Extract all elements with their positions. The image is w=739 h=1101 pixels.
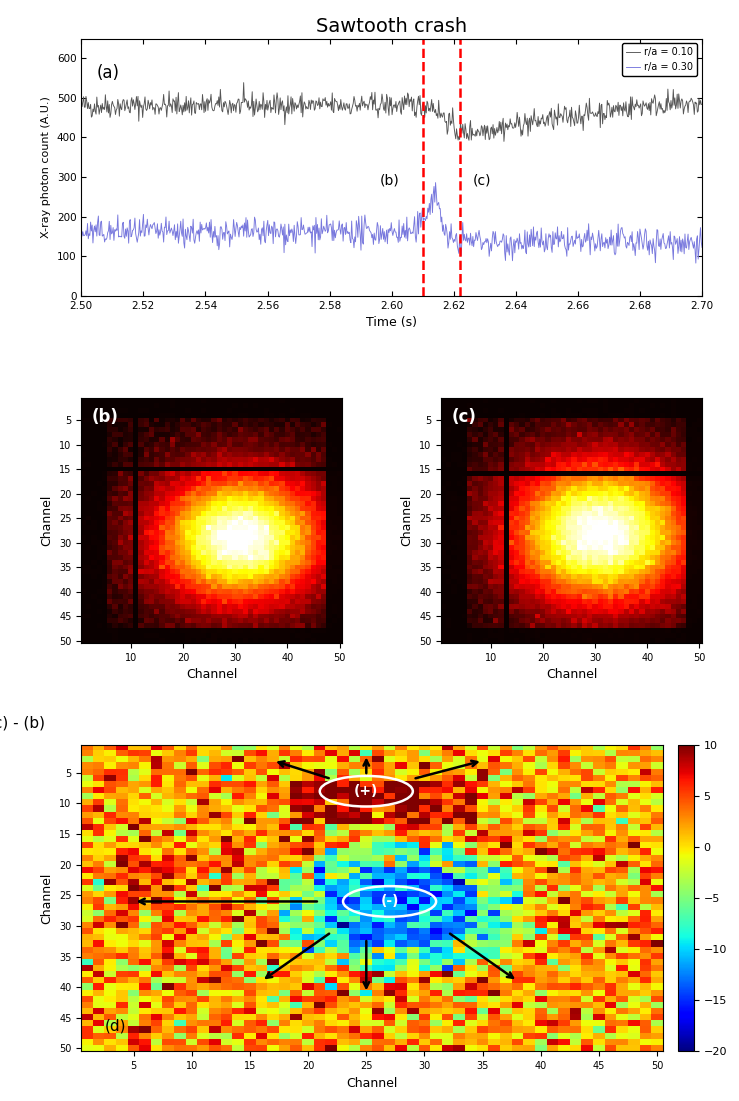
r/a = 0.10 [473, 122, 482, 135]
Text: (c): (c) [472, 174, 491, 188]
r/a = 0.10 [500, 134, 508, 148]
Legend: r/a = 0.10, r/a = 0.30: r/a = 0.10, r/a = 0.30 [622, 43, 697, 76]
X-axis label: Channel: Channel [186, 668, 237, 682]
r/a = 0.30 [692, 257, 701, 270]
r/a = 0.10 [698, 98, 706, 111]
r/a = 0.30 [612, 227, 621, 240]
Title: Sawtooth crash: Sawtooth crash [316, 17, 467, 35]
r/a = 0.30 [454, 247, 463, 260]
Text: (b): (b) [379, 174, 399, 188]
Y-axis label: Channel: Channel [401, 494, 413, 546]
Text: (-): (-) [381, 894, 399, 908]
r/a = 0.10 [239, 76, 248, 89]
r/a = 0.10 [549, 123, 558, 137]
Y-axis label: Channel: Channel [41, 494, 53, 546]
Y-axis label: Channel: Channel [41, 873, 53, 924]
Y-axis label: X-ray photon count (A.U.): X-ray photon count (A.U.) [41, 96, 51, 238]
X-axis label: Channel: Channel [546, 668, 597, 682]
Text: (c) - (b): (c) - (b) [0, 715, 45, 730]
Text: (+): (+) [354, 784, 378, 798]
r/a = 0.30 [548, 225, 557, 238]
r/a = 0.30 [473, 233, 482, 247]
r/a = 0.30 [115, 230, 124, 243]
r/a = 0.30 [77, 219, 86, 232]
r/a = 0.30 [438, 225, 447, 238]
r/a = 0.10 [77, 96, 86, 109]
r/a = 0.10 [115, 110, 124, 123]
Line: r/a = 0.10: r/a = 0.10 [81, 83, 702, 141]
X-axis label: Time (s): Time (s) [366, 316, 418, 329]
Text: (a): (a) [97, 64, 120, 83]
r/a = 0.10 [438, 110, 447, 123]
X-axis label: Channel: Channel [347, 1077, 398, 1090]
Text: (d): (d) [104, 1018, 126, 1033]
r/a = 0.10 [454, 130, 463, 143]
r/a = 0.30 [698, 241, 706, 254]
r/a = 0.30 [431, 176, 440, 189]
Text: (b): (b) [92, 407, 118, 426]
Text: (c): (c) [452, 407, 477, 426]
Line: r/a = 0.30: r/a = 0.30 [81, 183, 702, 263]
r/a = 0.10 [613, 105, 621, 118]
